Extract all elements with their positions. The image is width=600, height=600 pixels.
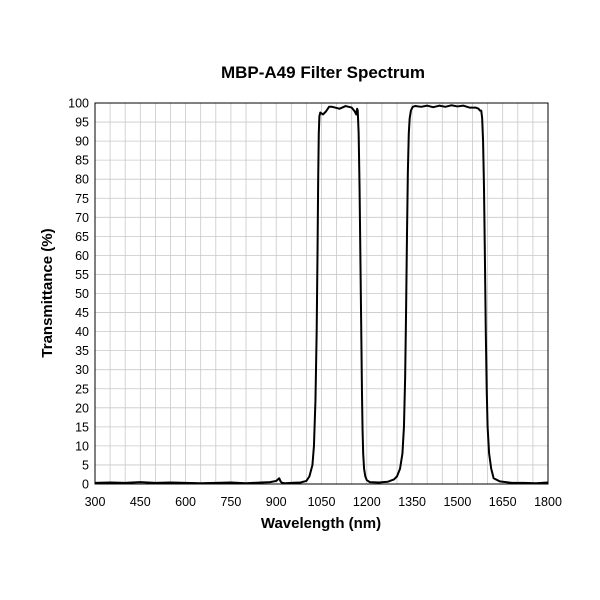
y-tick-label: 20 (75, 401, 89, 415)
x-tick-label: 900 (266, 495, 287, 509)
x-axis: 300 450 600 750 900 1050 1200 1350 1500 1650 1800 (85, 495, 562, 509)
y-axis: 0 5 10 15 20 25 30 35 40 45 50 55 60 65 70 75 80 85 90 95 10… (68, 97, 89, 492)
y-tick-label: 75 (75, 192, 89, 206)
x-tick-label: 1500 (443, 495, 471, 509)
y-tick-label: 10 (75, 439, 89, 453)
x-tick-label: 600 (175, 495, 196, 509)
plot-area-border (94, 102, 549, 485)
y-tick-label: 60 (75, 249, 89, 263)
y-tick-label: 95 (75, 116, 89, 130)
x-tick-label: 450 (130, 495, 151, 509)
y-tick-label: 15 (75, 420, 89, 434)
transmittance-line (94, 104, 549, 485)
y-tick-label: 100 (68, 97, 89, 111)
x-tick-label: 750 (220, 495, 241, 509)
y-tick-label: 80 (75, 173, 89, 187)
grid (95, 103, 548, 484)
x-tick-label: 1050 (308, 495, 336, 509)
y-tick-label: 65 (75, 230, 89, 244)
y-tick-label: 50 (75, 287, 89, 301)
chart-title: MBP-A49 Filter Spectrum (221, 63, 425, 82)
x-tick-label: 1350 (398, 495, 426, 509)
y-tick-label: 25 (75, 382, 89, 396)
x-tick-label: 1650 (489, 495, 517, 509)
y-tick-label: 55 (75, 268, 89, 282)
y-tick-label: 30 (75, 363, 89, 377)
y-tick-label: 45 (75, 306, 89, 320)
x-tick-label: 300 (85, 495, 106, 509)
y-tick-label: 70 (75, 211, 89, 225)
y-tick-label: 0 (82, 478, 89, 492)
y-tick-label: 40 (75, 325, 89, 339)
x-axis-label: Wavelength (nm) (261, 515, 381, 532)
y-axis-label: Transmittance (%) (39, 228, 56, 357)
y-tick-label: 35 (75, 344, 89, 358)
y-tick-label: 85 (75, 154, 89, 168)
x-tick-label: 1200 (353, 495, 381, 509)
y-tick-label: 5 (82, 458, 89, 472)
x-tick-label: 1800 (534, 495, 562, 509)
y-tick-label: 90 (75, 135, 89, 149)
